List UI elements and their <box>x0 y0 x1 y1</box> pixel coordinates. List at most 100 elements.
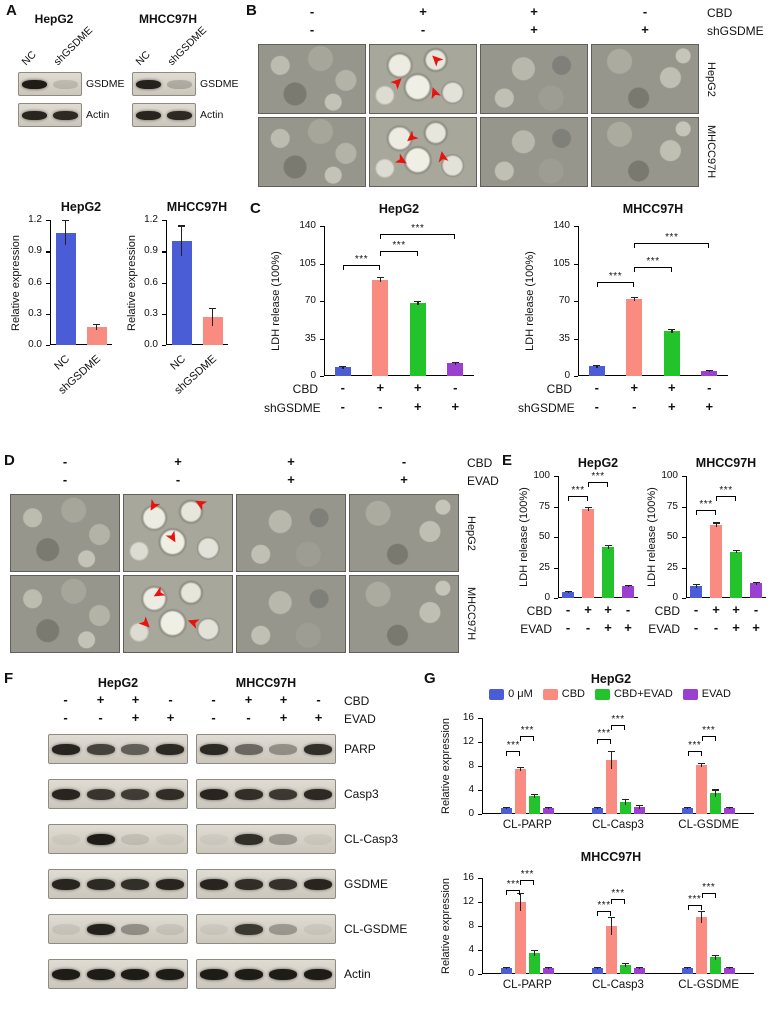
protein-band <box>269 878 298 890</box>
y-tick-label: 100 <box>533 470 550 481</box>
sign-plus: + <box>641 22 649 37</box>
treatment-label: shGSDME <box>518 401 575 415</box>
error-bar <box>701 911 703 923</box>
blot-lane <box>50 73 81 95</box>
error-bar-cap <box>209 307 216 309</box>
significance-bracket <box>716 495 736 501</box>
protein-band <box>200 743 229 755</box>
bar <box>696 764 708 814</box>
blot-lane <box>164 73 195 95</box>
error-bar <box>624 799 626 805</box>
protein-band <box>52 743 81 755</box>
blot-lane <box>266 915 301 943</box>
blot-gsdme <box>48 869 188 899</box>
band-label: GSDME <box>200 78 239 90</box>
category-label: CL-GSDME <box>678 819 739 831</box>
y-tick-label: 25 <box>538 561 550 573</box>
protein-band <box>155 923 184 935</box>
error-bar-cap <box>698 763 706 765</box>
sign-plus: + <box>131 710 140 725</box>
y-tick-mark <box>320 338 324 340</box>
significance-label: *** <box>520 869 534 881</box>
chart-title: HepG2 <box>577 456 619 470</box>
y-tick-mark <box>162 282 166 284</box>
micrograph <box>10 494 120 572</box>
plot-area <box>166 220 228 345</box>
treatment-label: CBD <box>654 604 680 618</box>
plot-area <box>558 476 638 598</box>
sign-plus: + <box>279 692 288 707</box>
error-bar <box>633 296 636 301</box>
blot-lane <box>232 780 267 808</box>
significance-bracket <box>380 250 418 256</box>
y-tick-mark <box>478 766 482 768</box>
significance-bracket <box>596 281 635 287</box>
error-bar <box>519 766 522 772</box>
error-bar <box>607 544 609 549</box>
y-tick-mark <box>162 345 166 347</box>
error-bar <box>212 307 214 327</box>
micrograph: ➤ ➤ ➤ <box>123 575 233 653</box>
bar <box>582 508 594 598</box>
protein-band <box>121 923 150 935</box>
protein-band <box>200 968 229 980</box>
legend-label: EVAD <box>701 688 731 700</box>
blot-lane <box>19 73 50 95</box>
bar <box>710 793 722 814</box>
error-bar-cap <box>593 364 601 367</box>
panel-label-e: E <box>502 452 513 469</box>
red-arrow-icon: ➤ <box>144 496 165 515</box>
significance-bracket <box>687 751 702 756</box>
y-tick-mark <box>554 598 558 600</box>
legend-item: CBD <box>542 688 585 700</box>
error-bar-cap <box>544 807 552 809</box>
sign-plus: + <box>604 602 612 617</box>
y-tick-mark <box>574 263 578 265</box>
blot-lane <box>232 825 267 853</box>
error-bar <box>715 789 717 797</box>
sign-minus: - <box>340 380 345 395</box>
error-bar-cap <box>376 276 384 279</box>
sign-minus: - <box>707 380 712 395</box>
bar <box>171 240 192 345</box>
y-tick-label: 16 <box>462 872 474 883</box>
protein-band <box>234 878 263 890</box>
bar <box>663 331 680 376</box>
blot-gsdme <box>132 72 196 96</box>
significance-label: *** <box>392 239 406 251</box>
sign-minus: - <box>98 710 103 725</box>
y-tick-label: 0.3 <box>144 307 158 319</box>
protein-band <box>52 878 81 890</box>
protein-band <box>155 968 184 980</box>
panel-a-chart-hepg2: HepG2 Relative expression 0.0 0.3 0.6 0.9 1.2 N… <box>10 200 122 445</box>
blot-lane <box>118 915 153 943</box>
significance-label: *** <box>608 270 623 282</box>
y-tick-label: 105 <box>299 257 316 269</box>
blot-cl-casp3 <box>196 824 336 854</box>
protein-band <box>155 878 184 890</box>
protein-band <box>121 968 150 980</box>
y-tick-mark <box>574 301 578 303</box>
y-tick-label: 8 <box>468 920 474 931</box>
significance-bracket <box>342 264 381 270</box>
sign-minus: - <box>401 454 407 469</box>
legend-label: CBD+EVAD <box>613 688 673 700</box>
sign-plus: + <box>705 399 714 414</box>
micrograph <box>236 494 346 572</box>
protein-band <box>52 968 81 980</box>
y-tick-mark <box>46 345 50 347</box>
protein-band <box>86 923 115 935</box>
bar <box>701 370 718 376</box>
y-tick-mark <box>554 567 558 569</box>
lane-label: shGSDME <box>165 24 210 69</box>
blot-lane <box>301 780 336 808</box>
red-arrow-icon: ➤ <box>184 613 202 633</box>
treatment-label: CBD <box>707 6 733 20</box>
error-bar-cap <box>516 893 524 895</box>
sign-plus: + <box>287 454 295 469</box>
significance-label: *** <box>597 728 611 739</box>
treatment-label: EVAD <box>648 622 680 636</box>
bar <box>55 232 76 345</box>
blot-actin <box>132 103 196 127</box>
